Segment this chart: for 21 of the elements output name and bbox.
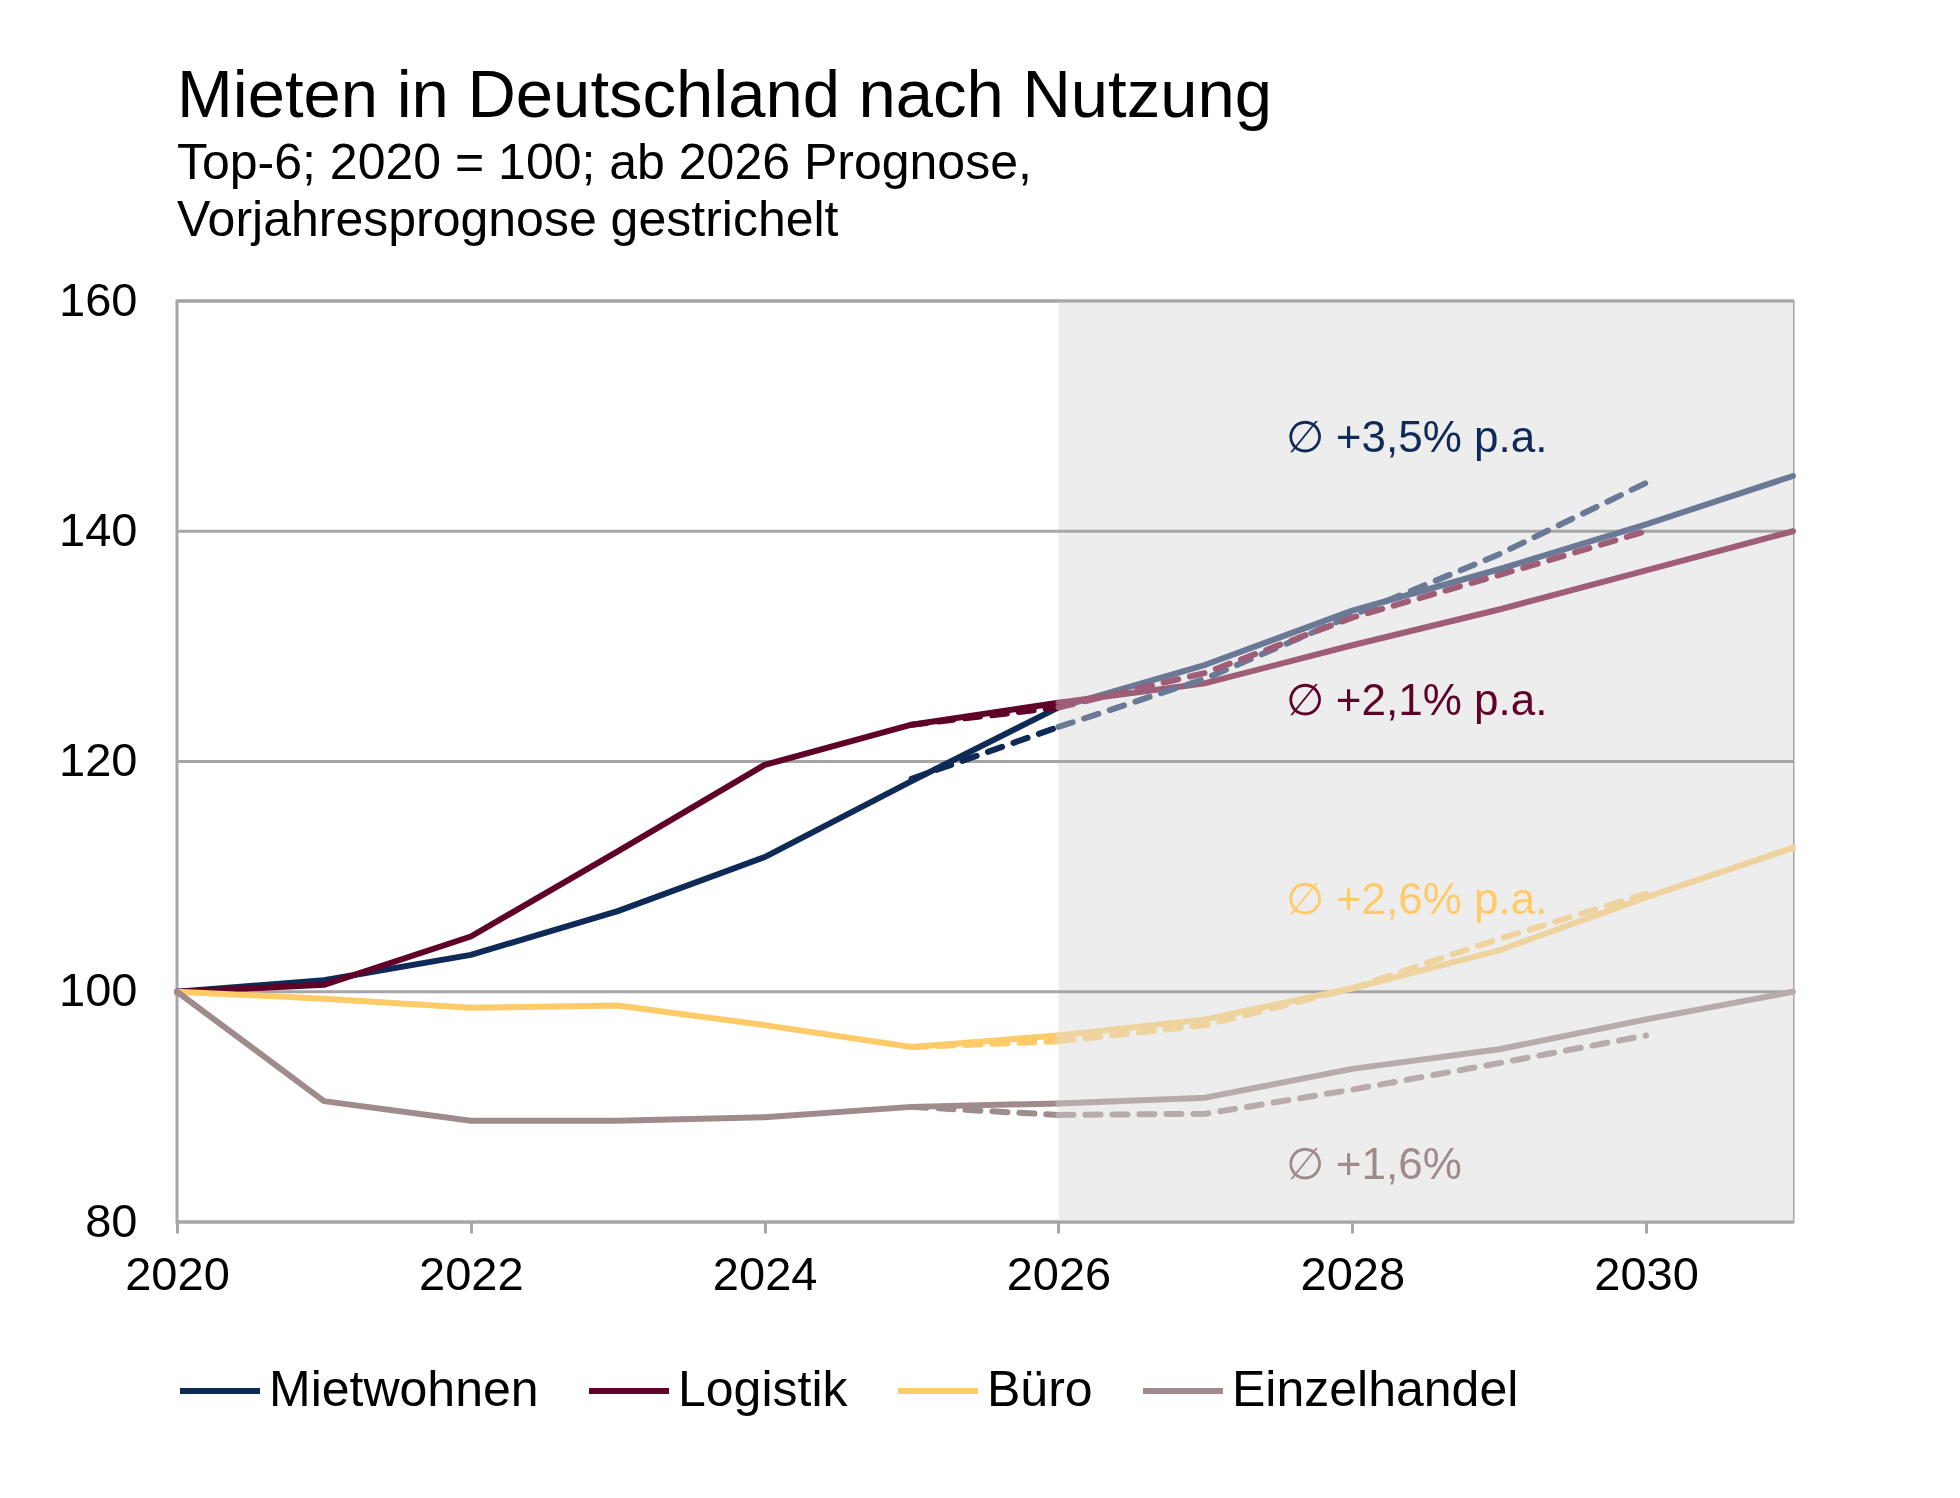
x-tick-label: 2026 (1006, 1246, 1112, 1300)
y-tick-label: 140 (59, 502, 138, 556)
annotation: ∅ +2,6% p.a. (1285, 873, 1548, 923)
x-tick-label: 2028 (1300, 1246, 1406, 1300)
chart-subtitle: Top-6; 2020 = 100; ab 2026 Prognose, Vorjahresprognose gestrichelt (177, 134, 1032, 247)
x-tick-label: 2030 (1594, 1246, 1699, 1300)
legend-label: Mietwohnen (269, 1361, 539, 1417)
y-tick-label: 80 (85, 1193, 138, 1247)
annotation: ∅ +3,5% p.a. (1285, 412, 1548, 462)
annotation: ∅ +2,1% p.a. (1285, 674, 1548, 724)
y-tick-label: 100 (59, 963, 138, 1017)
legend-label: Einzelhandel (1232, 1361, 1519, 1417)
legend-label: Logistik (678, 1361, 849, 1417)
x-tick-label: 2022 (419, 1246, 524, 1300)
y-tick-label: 120 (59, 733, 138, 786)
y-tick-label: 160 (59, 272, 138, 326)
x-tick-label: 2020 (125, 1246, 230, 1300)
chart-title: Mieten in Deutschland nach Nutzung (177, 56, 1272, 131)
x-tick-label: 2024 (712, 1246, 818, 1300)
legend-label: Büro (987, 1361, 1093, 1417)
annotation: ∅ +1,6% (1285, 1138, 1462, 1188)
